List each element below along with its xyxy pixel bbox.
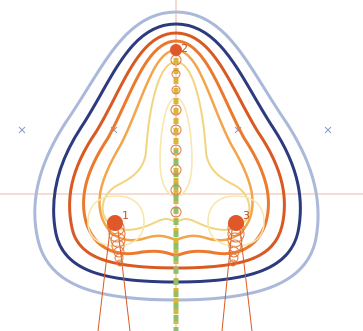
node-label-1: 1: [122, 209, 129, 222]
contour-pale-yellow-right: [207, 195, 265, 247]
node-label-3: 3: [243, 209, 250, 222]
node-2-rings: [170, 54, 182, 218]
cross-marker: [324, 126, 332, 134]
node-2-dot: [170, 44, 182, 56]
node-3-rings: [227, 219, 245, 267]
node-1-dot: [107, 215, 123, 231]
node-3-dot: [228, 215, 244, 231]
cross-marker: [18, 126, 26, 134]
node-label-2: 2: [181, 42, 188, 55]
contour-pale-yellow-left: [87, 195, 145, 247]
